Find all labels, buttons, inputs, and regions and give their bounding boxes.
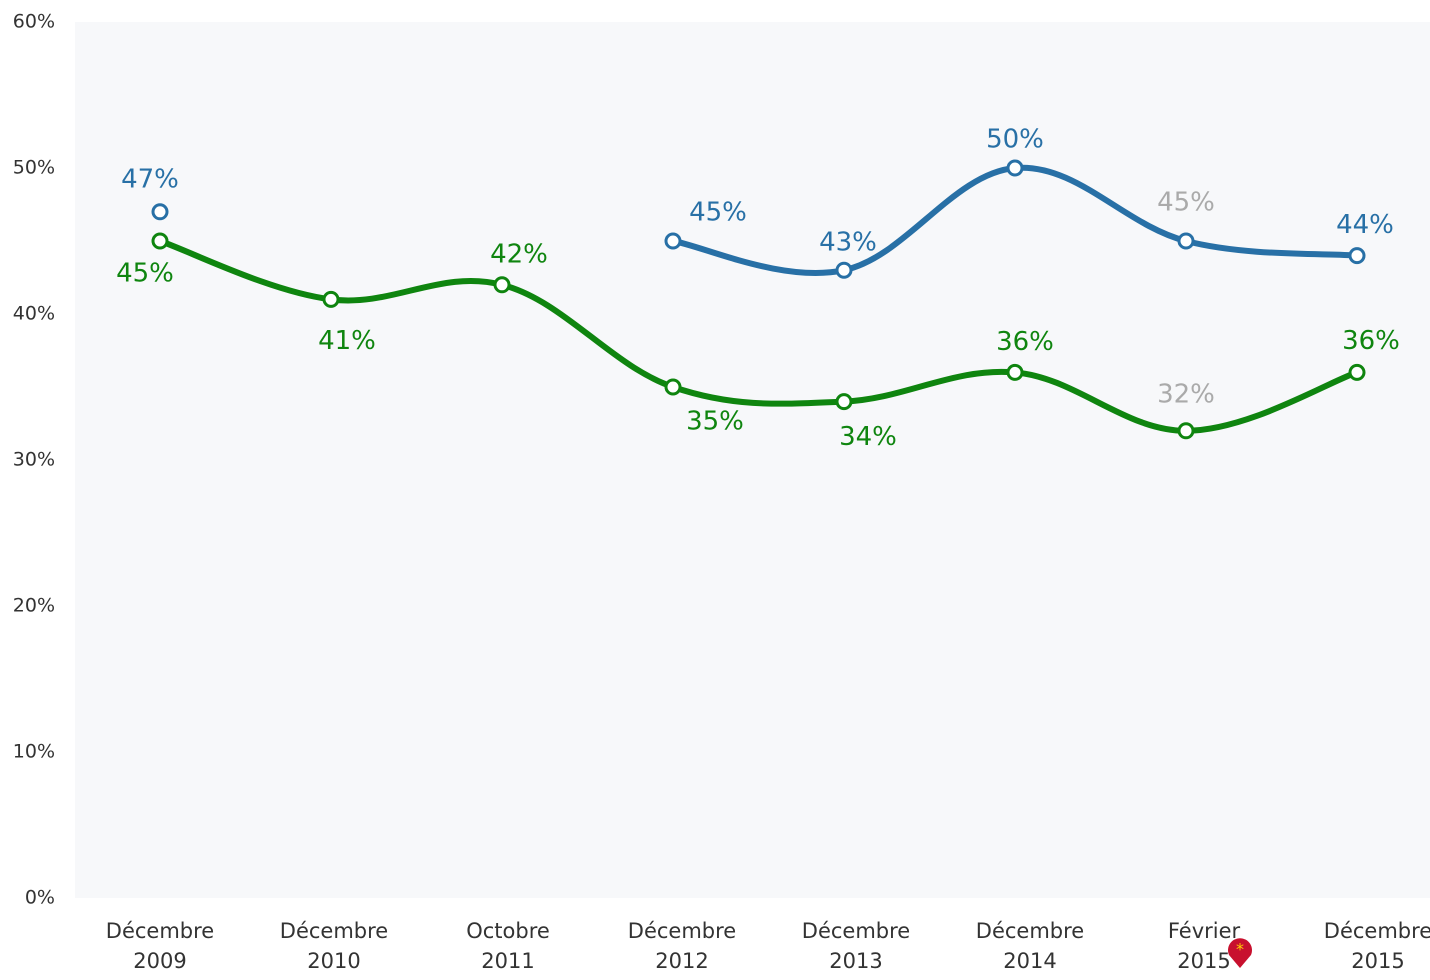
value-label: 35% bbox=[686, 407, 744, 437]
y-tick-label: 40% bbox=[13, 303, 55, 325]
value-label: 43% bbox=[819, 228, 877, 258]
x-tick-label: Décembre 2010 bbox=[280, 919, 388, 973]
svg-text:*: * bbox=[1236, 940, 1244, 959]
x-tick-label: Décembre 2014 bbox=[976, 919, 1084, 973]
point bbox=[493, 276, 511, 294]
value-label: 36% bbox=[1342, 326, 1400, 356]
value-label: 36% bbox=[996, 327, 1054, 357]
y-tick-label: 0% bbox=[25, 887, 55, 909]
value-label: 45% bbox=[689, 198, 747, 228]
point bbox=[835, 261, 853, 279]
series-line bbox=[157, 238, 1360, 434]
x-tick-label: Décembre 2009 bbox=[106, 919, 214, 973]
y-tick-label: 60% bbox=[13, 11, 55, 33]
value-label: 41% bbox=[318, 326, 376, 356]
value-label: 45% bbox=[116, 259, 174, 289]
x-tick-label: Décembre 2013 bbox=[802, 919, 910, 973]
point bbox=[664, 378, 682, 396]
point bbox=[835, 393, 853, 411]
point bbox=[1006, 159, 1024, 177]
point bbox=[1348, 363, 1366, 381]
value-label: 44% bbox=[1336, 210, 1394, 240]
x-tick-label: Décembre 2015 bbox=[1324, 919, 1430, 973]
y-tick-label: 20% bbox=[13, 595, 55, 617]
value-label: 32% bbox=[1157, 379, 1215, 409]
plot-area bbox=[75, 22, 1430, 898]
y-tick-label: 30% bbox=[13, 449, 55, 471]
point bbox=[322, 290, 340, 308]
point bbox=[1348, 247, 1366, 265]
x-tick-label: Octobre 2011 bbox=[466, 919, 550, 973]
value-label: 47% bbox=[121, 164, 179, 194]
annotation-marker: * bbox=[1228, 938, 1252, 968]
value-label: 45% bbox=[1157, 188, 1215, 218]
point bbox=[1177, 422, 1195, 440]
point bbox=[151, 232, 169, 250]
value-label: 42% bbox=[490, 239, 548, 269]
y-tick-label: 10% bbox=[13, 741, 55, 763]
value-label: 34% bbox=[839, 422, 897, 452]
value-label: 50% bbox=[986, 125, 1044, 155]
x-tick-label: Février 2015 bbox=[1168, 919, 1241, 973]
point bbox=[1006, 363, 1024, 381]
point bbox=[664, 232, 682, 250]
y-tick-label: 50% bbox=[13, 157, 55, 179]
point bbox=[1177, 232, 1195, 250]
point bbox=[151, 203, 169, 221]
x-tick-label: Décembre 2012 bbox=[628, 919, 736, 973]
